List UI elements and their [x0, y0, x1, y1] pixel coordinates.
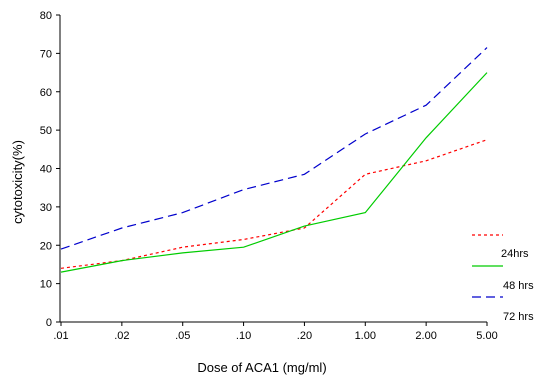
y-tick-label: 30: [40, 202, 52, 214]
x-tick-label: .02: [114, 330, 129, 342]
legend-label-3: 72 hrs: [503, 311, 534, 323]
x-tick-label: .10: [236, 330, 251, 342]
y-tick-label: 70: [40, 48, 52, 60]
y-tick-label: 50: [40, 125, 52, 137]
legend-label-2: 48 hrs: [503, 280, 534, 292]
y-tick-label: 60: [40, 87, 52, 99]
series-line-3: [60, 47, 488, 250]
x-tick-label: .05: [175, 330, 190, 342]
x-tick-label: .20: [297, 330, 312, 342]
x-axis-ticks: .01 .02 .05 .10 .20 1.00 2.00 5.00: [53, 322, 498, 342]
legend: 24hrs 48 hrs 72 hrs: [472, 234, 534, 323]
legend-label-1: 24hrs: [501, 248, 529, 260]
series-lines: [60, 47, 488, 273]
y-tick-label: 0: [46, 317, 52, 329]
series-line-1: [60, 139, 488, 269]
y-tick-label: 10: [40, 279, 52, 291]
y-axis-ticks: 0 10 20 30 40 50 60 70 80: [40, 10, 60, 329]
y-tick-label: 80: [40, 10, 52, 22]
series-line-2: [60, 72, 488, 273]
y-tick-label: 40: [40, 164, 52, 176]
x-tick-label: 5.00: [476, 330, 497, 342]
y-tick-label: 20: [40, 240, 52, 252]
x-tick-label: 2.00: [415, 330, 436, 342]
x-tick-label: 1.00: [355, 330, 376, 342]
x-tick-label: .01: [53, 330, 68, 342]
x-axis-title: Dose of ACA1 (mg/ml): [197, 360, 326, 375]
y-axis-title: cytotoxicity(%): [10, 140, 25, 224]
